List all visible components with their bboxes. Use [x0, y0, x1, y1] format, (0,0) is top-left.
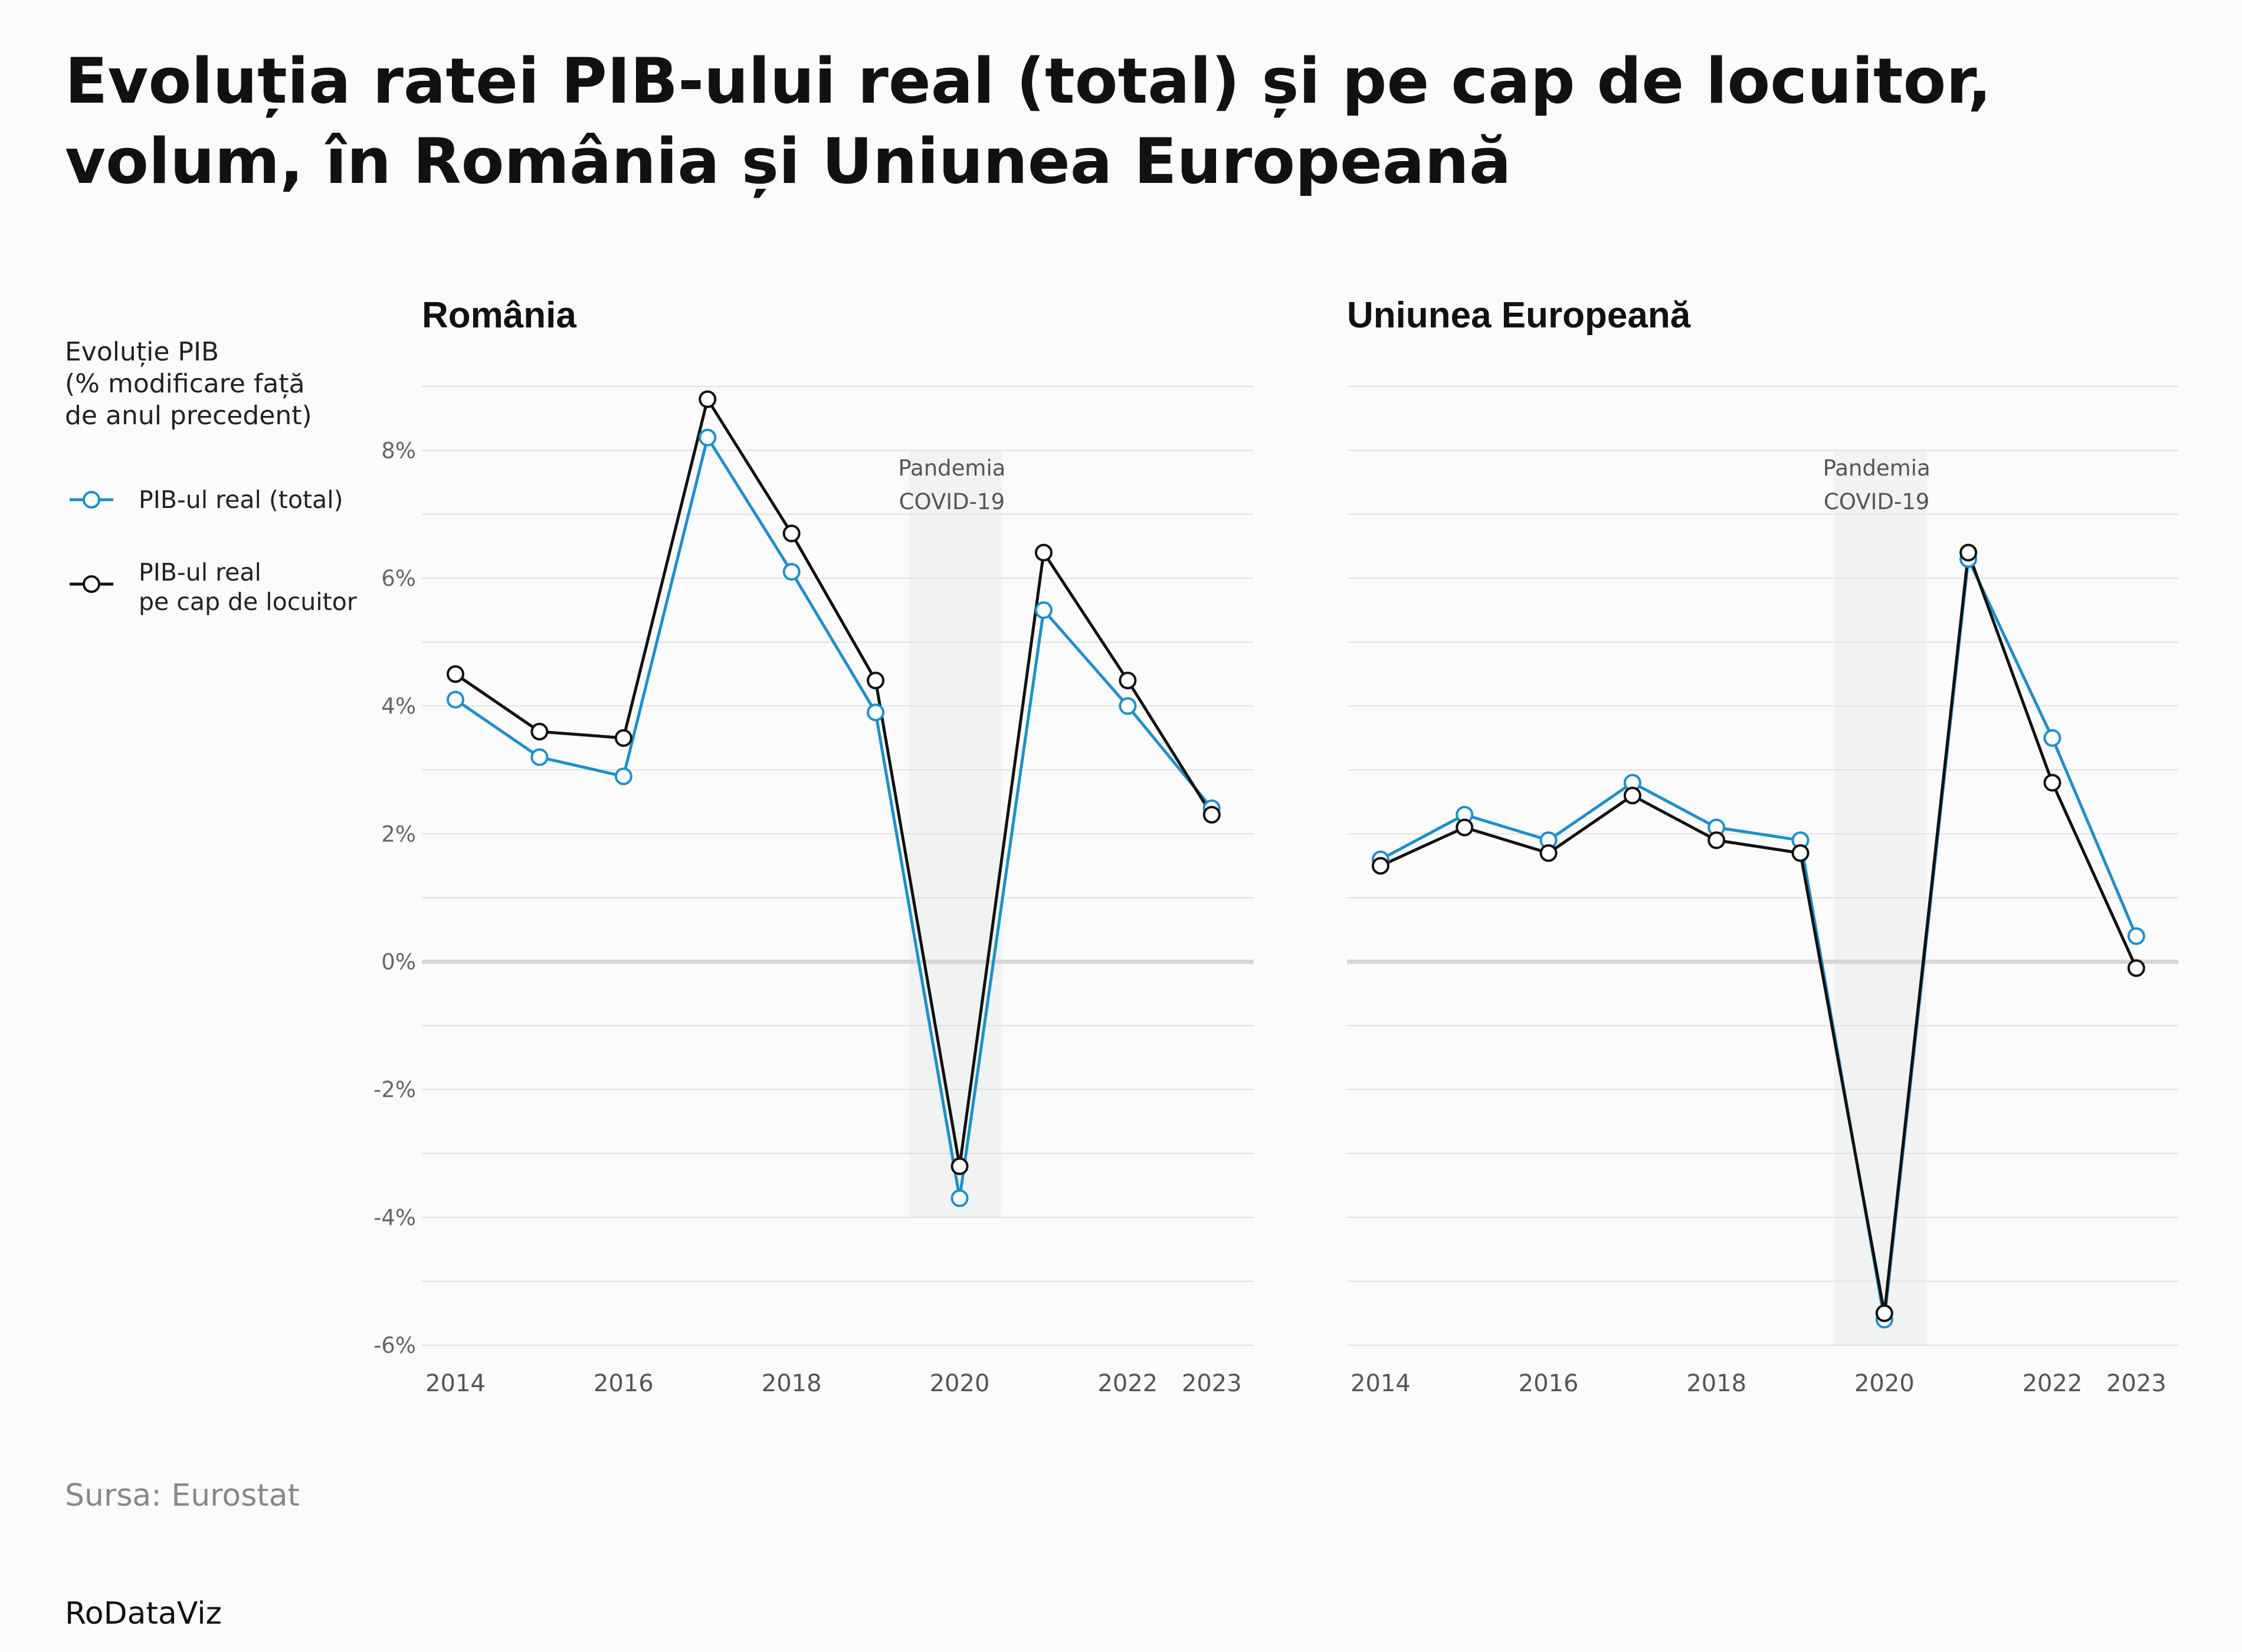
legend-label-per-capita-line-2: pe cap de locuitor [139, 588, 357, 616]
data-point-per-capita [1707, 831, 1726, 850]
y-tick-label: 6% [381, 566, 416, 591]
data-point-per-capita [1034, 543, 1053, 562]
legend-swatch-real-gdp [70, 491, 113, 509]
data-point-real-gdp [530, 748, 549, 766]
data-point-real-gdp [446, 690, 464, 709]
y-tick-label: -4% [373, 1205, 416, 1230]
panel-romania: România Pandemia COVID-19 -6% -4% -2% 0% 2% 4% 6%… [373, 295, 1254, 1397]
page-title: Evoluția ratei PIB-ului real (total) și … [65, 45, 1992, 198]
x-tick-label: 2018 [762, 1370, 822, 1397]
brand-label: RoDataViz [65, 1596, 222, 1631]
legend-title-line-3: de anul precedent) [65, 401, 312, 431]
panel-eu: Uniunea Europeană Pandemia COVID-19 2014 201… [1347, 295, 2178, 1397]
legend-title: Evoluție PIB (% modificare față de anul … [65, 336, 372, 432]
data-point-real-gdp [1034, 601, 1053, 620]
data-point-real-gdp [699, 428, 717, 447]
data-point-per-capita [1791, 844, 1810, 862]
x-tick-label: 2020 [930, 1370, 990, 1397]
series-line-real-gdp-romania [454, 436, 1213, 1200]
y-tick-label: -2% [373, 1077, 416, 1103]
x-tick-label: 2014 [425, 1370, 486, 1397]
covid-annotation-eu: Pandemia [1823, 455, 1930, 481]
data-point-per-capita [867, 671, 885, 690]
data-point-per-capita [1119, 671, 1137, 690]
panel-title-romania: România [422, 295, 576, 336]
data-point-per-capita [1959, 543, 1978, 562]
data-point-per-capita [2043, 773, 2061, 792]
y-tick-label: 0% [381, 949, 416, 975]
data-point-per-capita [2127, 959, 2145, 977]
source-note: Sursa: Eurostat [65, 1478, 300, 1513]
data-point-per-capita [782, 525, 801, 543]
data-point-per-capita [1456, 818, 1474, 837]
series-line-per-capita-romania [454, 398, 1213, 1168]
y-tick-label: 2% [381, 821, 416, 847]
data-point-real-gdp [2043, 729, 2061, 747]
legend-title-line-2: (% modificare față [65, 369, 305, 399]
x-tick-label: 2016 [594, 1370, 654, 1397]
covid-annotation-romania: COVID-19 [899, 489, 1005, 514]
legend-title-line-1: Evoluție PIB [65, 337, 219, 367]
data-point-real-gdp [1119, 697, 1137, 715]
legend-label-real-gdp: PIB-ul real (total) [139, 486, 343, 514]
x-tick-label: 2023 [2106, 1370, 2166, 1397]
series-line-per-capita-eu [1379, 551, 2138, 1315]
data-point-real-gdp [2127, 927, 2145, 945]
data-point-per-capita [1371, 857, 1389, 875]
data-point-per-capita [614, 729, 632, 747]
data-point-per-capita [1202, 805, 1221, 824]
series-line-real-gdp-eu [1379, 558, 2138, 1322]
x-tick-label: 2014 [1351, 1370, 1411, 1397]
x-tick-label: 2016 [1519, 1370, 1579, 1397]
covid-annotation-romania: Pandemia [898, 455, 1005, 481]
data-point-per-capita [446, 665, 464, 683]
x-tick-label: 2022 [1097, 1370, 1158, 1397]
data-point-per-capita [530, 723, 549, 740]
data-point-real-gdp [782, 563, 801, 581]
data-point-real-gdp [950, 1189, 969, 1207]
x-tick-label: 2018 [1686, 1370, 1746, 1397]
data-point-real-gdp [867, 703, 885, 722]
x-tick-label: 2023 [1182, 1370, 1242, 1397]
x-tick-label: 2022 [2023, 1370, 2083, 1397]
covid-annotation-eu: COVID-19 [1824, 489, 1929, 514]
data-point-per-capita [1875, 1304, 1893, 1322]
x-tick-label: 2020 [1854, 1370, 1915, 1397]
legend-swatch-per-capita [70, 575, 113, 593]
y-tick-label: 4% [381, 694, 416, 719]
legend-label-per-capita-line-1: PIB-ul real [139, 558, 261, 586]
y-tick-label: -6% [373, 1333, 416, 1358]
data-point-per-capita [699, 390, 717, 408]
data-point-per-capita [1539, 844, 1558, 862]
data-point-per-capita [1623, 786, 1641, 805]
data-point-per-capita [950, 1157, 969, 1175]
panel-title-eu: Uniunea Europeană [1347, 295, 1691, 336]
data-point-real-gdp [614, 767, 632, 785]
y-tick-label: 8% [381, 438, 416, 463]
